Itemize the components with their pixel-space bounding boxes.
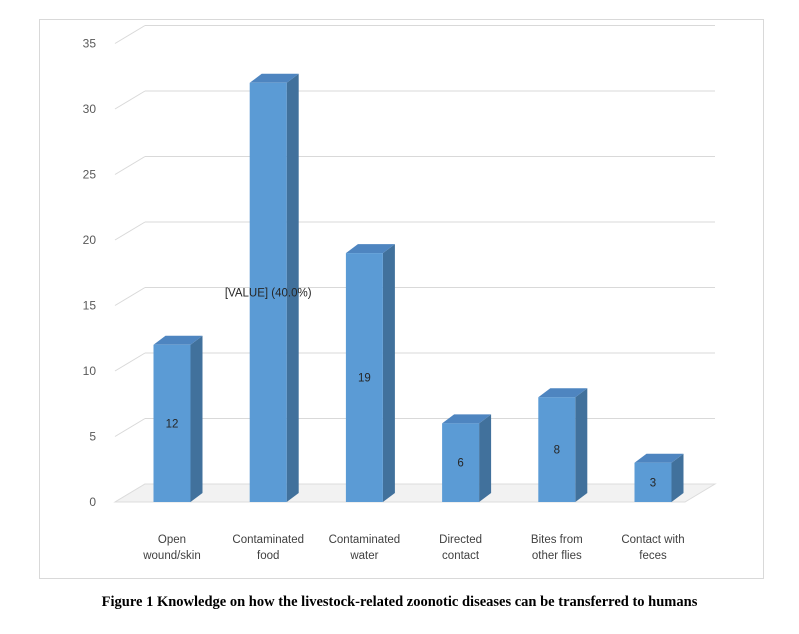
category-label: Contaminated [232,534,304,546]
data-label: 6 [457,458,463,470]
data-label: 3 [650,477,656,489]
category-label: contact [442,550,480,562]
bar-top [249,73,299,83]
data-label: [VALUE] (40.0%) [225,287,312,299]
data-label: 19 [358,373,371,385]
chart-floor [113,483,717,503]
bar-side [671,453,684,502]
data-label: 12 [166,418,179,430]
category-label: wound/skin [142,550,201,562]
gridline-connector [114,25,146,44]
figure-caption: Figure 1 Knowledge on how the livestock-… [101,594,698,610]
gridline-connector [114,156,146,175]
y-tick-label: 25 [83,168,97,182]
y-tick-label: 5 [89,430,96,444]
y-tick-label: 10 [83,364,97,378]
gridline-connector [114,418,146,437]
y-tick-label: 35 [83,37,97,51]
bar [345,253,383,502]
bar-top [442,414,492,424]
category-label: other flies [532,550,582,562]
category-label: feces [639,550,667,562]
category-label: Contaminated [329,534,401,546]
y-tick-label: 0 [89,495,96,509]
category-label: Bites from [531,534,583,546]
gridline-connector [114,221,146,241]
bar-side [286,73,299,503]
bar-top [538,388,588,398]
bar [442,423,480,502]
y-tick-label: 20 [83,233,97,247]
y-tick-label: 30 [83,102,97,116]
bar [634,462,672,502]
y-tick-label: 15 [83,299,97,313]
chart-frame: 0 5 10 15 20 25 30 35 12 Open wound/skin [VALUE] (4… [39,19,764,579]
bar-top [634,453,684,463]
bar-side [190,335,203,502]
bar [538,397,576,502]
category-label: water [349,550,378,562]
bar [153,344,191,502]
bar [249,82,287,503]
category-label: Contact with [621,534,684,546]
bar-side [575,388,588,502]
bar-chart: 0 5 10 15 20 25 30 35 12 Open wound/skin [VALUE] (4… [83,25,717,562]
gridline-connector [114,287,146,306]
bar-side [479,414,492,502]
category-label: Open [158,534,186,546]
data-label: 8 [554,445,560,457]
category-label: food [257,550,279,562]
bar-top [345,244,395,254]
gridline-connector [114,352,146,372]
gridline-connector [114,90,146,110]
bar-top [153,335,203,345]
category-label: Directed [439,534,482,546]
bar-side [382,244,395,502]
